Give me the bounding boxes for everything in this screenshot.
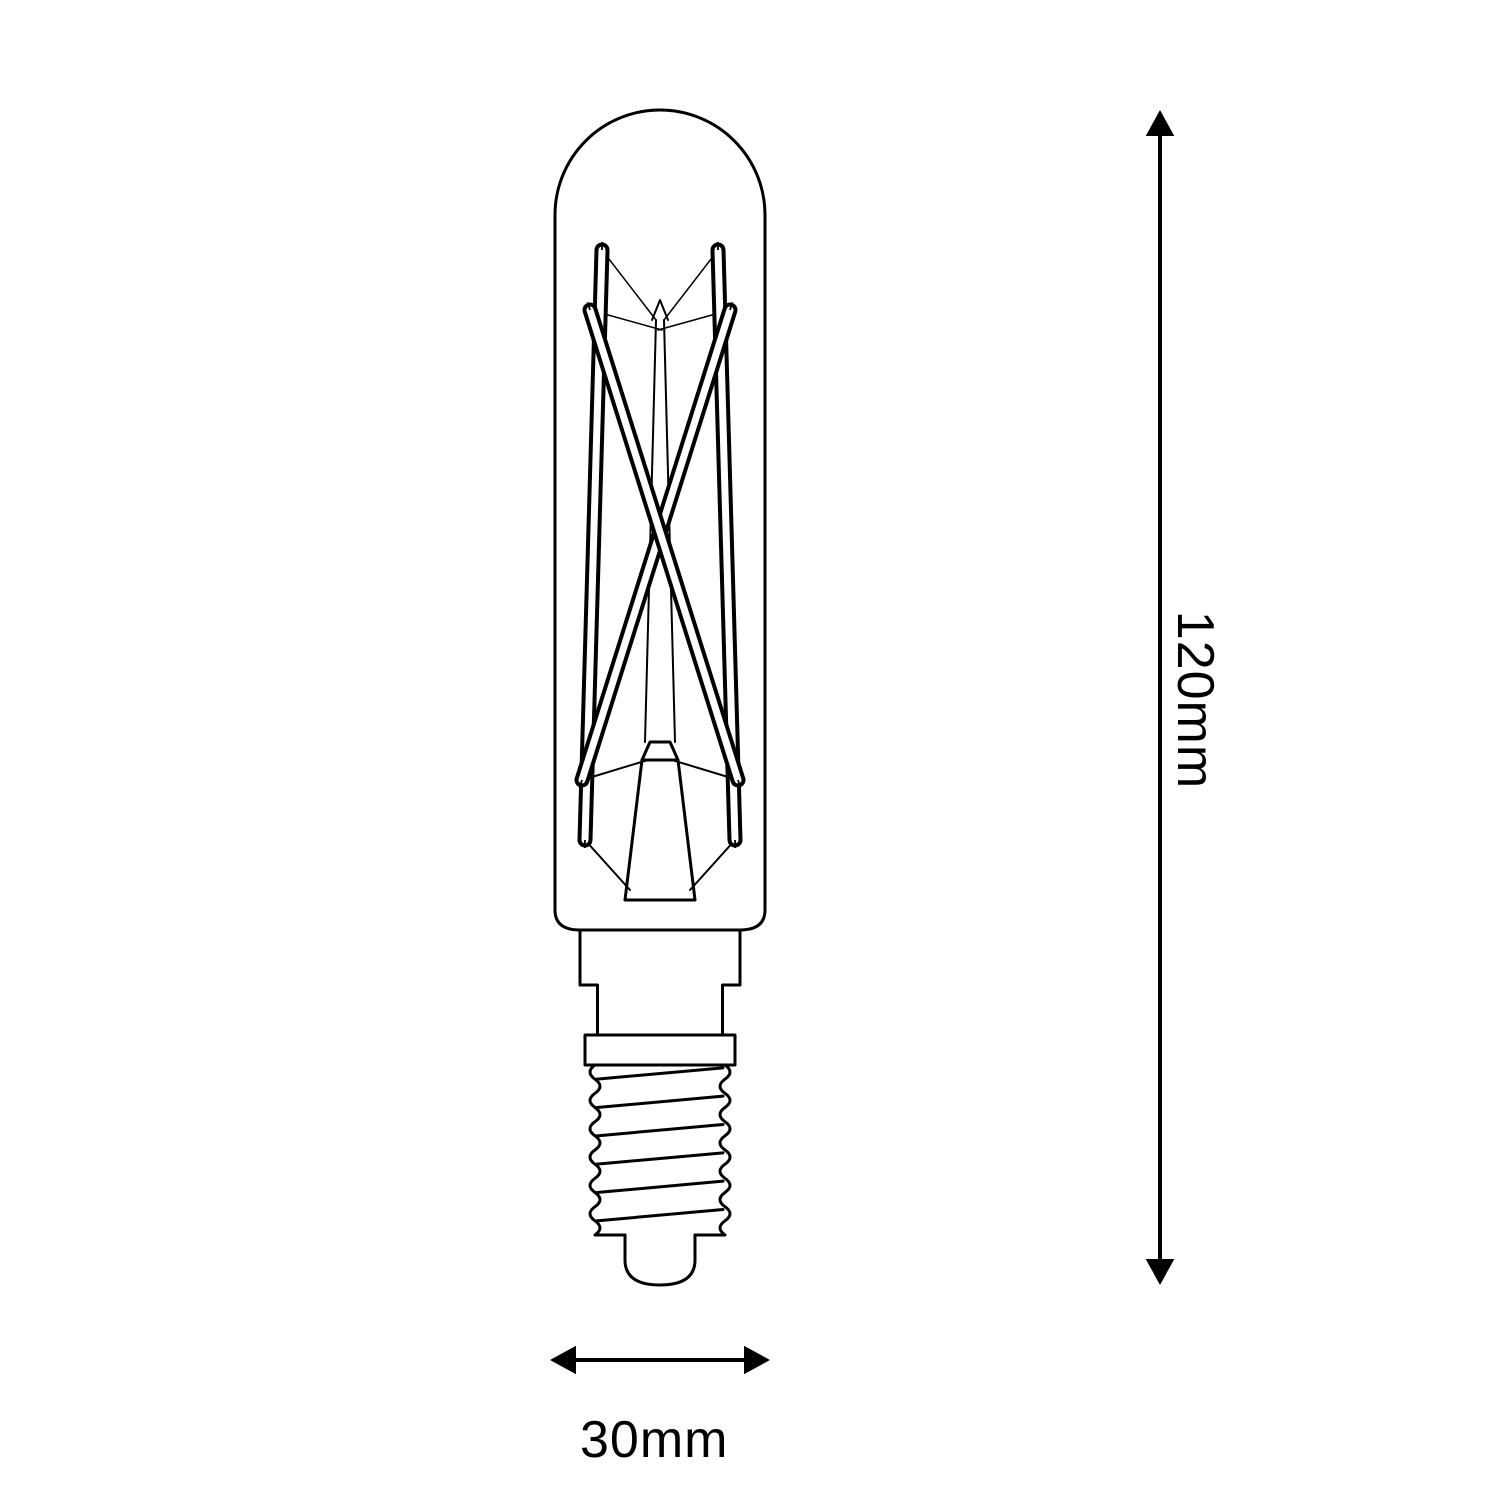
width-label: 30mm xyxy=(580,1410,728,1470)
top-wire xyxy=(664,250,718,320)
width-arrow-right xyxy=(744,1346,770,1375)
height-label: 120mm xyxy=(1165,611,1225,789)
screw-thread xyxy=(597,1068,723,1079)
screw-thread xyxy=(597,1125,723,1136)
bulb-neck xyxy=(580,930,740,1035)
screw-thread xyxy=(597,1210,723,1221)
bulb-collar xyxy=(585,1035,735,1065)
lead-wire xyxy=(585,840,630,890)
lead-wire xyxy=(690,840,735,890)
top-wire xyxy=(602,250,656,320)
stem-body xyxy=(625,760,695,900)
screw-thread xyxy=(597,1096,723,1107)
screw-thread xyxy=(597,1153,723,1164)
screw-thread xyxy=(597,1181,723,1192)
contact-tip xyxy=(625,1235,695,1285)
height-arrow-down xyxy=(1146,1259,1175,1285)
screw-left xyxy=(590,1065,625,1235)
width-arrow-left xyxy=(550,1346,576,1375)
height-arrow-up xyxy=(1146,110,1175,136)
stem-cap xyxy=(642,742,678,760)
